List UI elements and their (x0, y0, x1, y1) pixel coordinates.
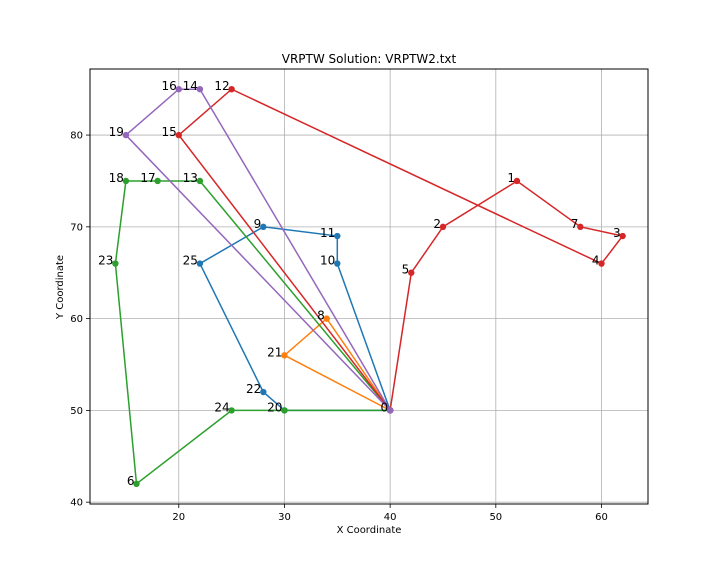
route-point (122, 131, 130, 139)
node-label: 22 (246, 382, 261, 396)
route-point (323, 315, 330, 322)
route-5 (122, 85, 394, 414)
route-point (122, 177, 130, 185)
node-label: 17 (140, 171, 155, 185)
route-point (439, 223, 447, 231)
route-point (196, 85, 204, 93)
route-point (133, 480, 140, 488)
node-label: 20 (267, 400, 282, 414)
route-point (334, 260, 341, 267)
y-tick-label: 50 (70, 406, 83, 417)
node-label: 9 (254, 217, 262, 231)
node-label: 14 (183, 79, 198, 93)
route-line (177, 88, 624, 411)
x-axis-label: X Coordinate (337, 525, 402, 536)
route-point (228, 407, 235, 414)
route-point (260, 223, 267, 231)
node-label: 19 (109, 125, 124, 139)
node-label: 10 (320, 254, 335, 268)
x-tick-label: 60 (595, 512, 608, 523)
route-line (283, 317, 391, 412)
route-point (260, 388, 267, 396)
route-point (175, 131, 182, 139)
chart-title: VRPTW Solution: VRPTW2.txt (282, 52, 457, 66)
node-label: 21 (267, 345, 282, 359)
node-label: 8 (317, 309, 325, 323)
route-point (154, 177, 161, 185)
route-point (196, 177, 204, 185)
node-label: 24 (214, 400, 229, 414)
route-point (281, 407, 288, 414)
node-label: 25 (183, 254, 198, 268)
x-tick-label: 40 (384, 512, 397, 523)
gridlines (90, 69, 648, 504)
node-label: 12 (214, 79, 229, 93)
node-label: 7 (571, 217, 579, 231)
y-tick-label: 40 (70, 498, 83, 509)
node-label: 23 (98, 254, 113, 268)
node-label: 11 (320, 226, 335, 240)
x-tick-label: 50 (489, 512, 502, 523)
routes (112, 85, 626, 488)
plot-frame (89, 68, 649, 505)
node-labels: 0123456789101112131415161718192021222324… (98, 79, 621, 488)
x-tick-label: 20 (172, 512, 185, 523)
route-point (598, 260, 605, 267)
route-point (281, 352, 288, 359)
node-label: 5 (402, 263, 410, 277)
y-axis-label: Y Coordinate (55, 255, 66, 320)
route-point (175, 85, 182, 93)
node-label: 0 (380, 400, 388, 414)
node-label: 6 (127, 474, 135, 488)
node-label: 13 (183, 171, 198, 185)
node-label: 16 (161, 79, 176, 93)
x-tick-label: 30 (278, 512, 291, 523)
route-point (619, 232, 626, 240)
y-tick-label: 70 (70, 222, 83, 233)
node-label: 18 (109, 171, 124, 185)
route-point (334, 232, 341, 240)
route-point (513, 177, 521, 185)
route-point (228, 85, 235, 93)
node-label: 15 (161, 125, 176, 139)
y-tick-label: 80 (70, 131, 83, 142)
node-label: 4 (592, 254, 600, 268)
route-point (196, 260, 204, 267)
route-point (386, 407, 394, 414)
node-label: 2 (433, 217, 441, 231)
route-point (408, 269, 415, 276)
route-point (577, 223, 584, 231)
node-label: 1 (507, 171, 515, 185)
route-point (112, 260, 119, 267)
node-label: 3 (613, 226, 621, 240)
y-tick-label: 60 (70, 314, 83, 325)
